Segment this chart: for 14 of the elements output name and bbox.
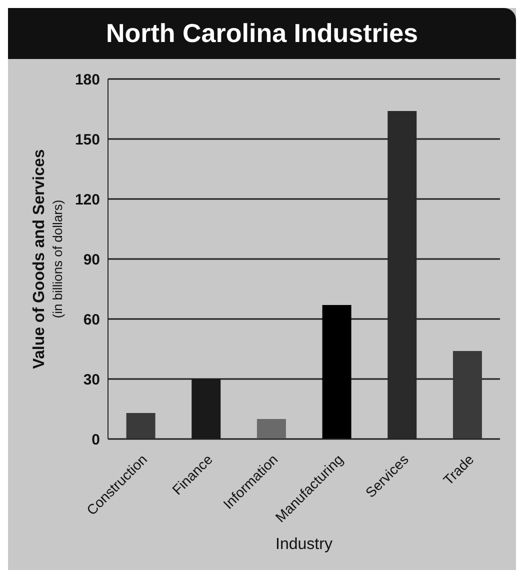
y-tick-label: 60 xyxy=(83,311,100,328)
bar xyxy=(126,413,156,439)
y-tick-label: 150 xyxy=(74,131,100,148)
bar xyxy=(256,419,286,439)
x-axis-title: Industry xyxy=(276,536,332,553)
y-tick-label: 180 xyxy=(74,71,100,88)
bar xyxy=(322,305,352,439)
y-axis-title: Value of Goods and Services (in billions of dollars) xyxy=(31,149,65,369)
y-tick-label: 30 xyxy=(83,371,100,388)
bar xyxy=(452,351,482,439)
chart-title: North Carolina Industries xyxy=(8,8,516,59)
y-tick-label: 0 xyxy=(92,431,100,448)
y-tick-label: 120 xyxy=(74,191,100,208)
y-tick-label: 90 xyxy=(83,251,100,268)
